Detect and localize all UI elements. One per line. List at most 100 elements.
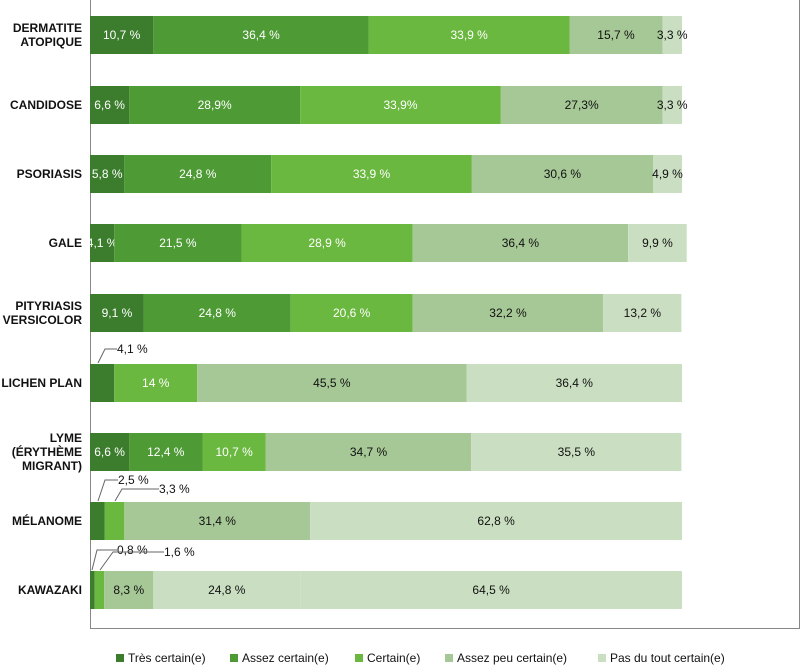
bar-segment-2 [271, 155, 472, 193]
data-label: 35,5 % [558, 445, 596, 459]
data-label: 31,4 % [199, 514, 237, 528]
data-label: 1,6 % [164, 545, 195, 559]
leader-line [91, 549, 117, 571]
data-label: 4,1 % [117, 342, 148, 356]
legend-swatch [355, 654, 363, 662]
bar-segment-3 [412, 294, 604, 332]
bar-segment-0 [90, 571, 95, 609]
bar-segment-1 [114, 224, 242, 262]
data-label: 3,3 % [657, 98, 688, 112]
bar-segment-1 [124, 155, 272, 193]
category-label: KAWAZAKI [18, 583, 82, 597]
bar-segment-4 [628, 224, 687, 262]
data-label: 6,6 % [94, 98, 125, 112]
bar-segment-0 [90, 224, 115, 262]
bar-segment-3 [104, 571, 154, 609]
bar-segment-2 [202, 433, 266, 471]
data-label: 45,5 % [313, 376, 351, 390]
bar-segment-2 [114, 364, 198, 402]
data-label: 24,8 % [199, 306, 237, 320]
bar-segment-4 [662, 86, 682, 124]
legend-swatch [445, 654, 453, 662]
data-label: 32,2 % [489, 306, 527, 320]
category-label: LYME (ÉRYTHÈME MIGRANT) [12, 431, 82, 473]
data-label: 20,6 % [333, 306, 371, 320]
legend-label: Assez peu certain(e) [457, 651, 567, 665]
bar-segment-1 [153, 16, 369, 54]
bar-segment-4 [310, 502, 682, 540]
data-label: 28,9% [198, 98, 232, 112]
data-label: 12,4 % [147, 445, 185, 459]
bar-segment-4 [603, 294, 682, 332]
data-label: 28,9 % [308, 236, 346, 250]
data-label: 34,7 % [350, 445, 388, 459]
bar-segment-3 [471, 155, 653, 193]
legend-label: Assez certain(e) [242, 651, 329, 665]
bar-segment-4 [471, 433, 682, 471]
bar-segment-0 [90, 294, 144, 332]
leader-line [114, 488, 159, 502]
data-label: 13,2 % [624, 306, 662, 320]
data-label: 0,8 % [117, 543, 148, 557]
bar-segment-2 [300, 86, 501, 124]
category-label: PSORIASIS [17, 167, 82, 181]
bar-segment-1 [129, 433, 203, 471]
bar-segment-4 [466, 364, 682, 402]
category-label: DERMATITE ATOPIQUE [13, 21, 82, 49]
data-label: 36,4 % [502, 236, 540, 250]
data-label: 3,3 % [159, 482, 190, 496]
data-label: 62,8 % [477, 514, 515, 528]
legend-swatch [230, 654, 238, 662]
legend-swatch [598, 654, 606, 662]
bar-segment-0 [90, 16, 154, 54]
data-label: 9,1 % [102, 306, 133, 320]
data-label: 24,8 % [208, 583, 246, 597]
legend-label: Certain(e) [367, 651, 420, 665]
bar-segment-0 [90, 155, 125, 193]
data-label: 64,5 % [472, 583, 510, 597]
category-label: CANDIDOSE [10, 98, 82, 112]
data-label: 3,3 % [657, 28, 688, 42]
bar-segment-4 [652, 155, 682, 193]
bar-segment-2 [104, 502, 125, 540]
leader-line [99, 551, 164, 571]
data-label: 33,9 % [353, 167, 391, 181]
bar-segment-4 [153, 571, 301, 609]
bar-segment-4 [662, 16, 682, 54]
data-label: 24,8 % [179, 167, 217, 181]
leader-line [97, 479, 118, 502]
data-label: 27,3% [565, 98, 599, 112]
data-label: 10,7 % [215, 445, 253, 459]
data-label: 33,9% [383, 98, 417, 112]
category-label: GALE [49, 236, 82, 250]
category-label: LICHEN PLAN [1, 376, 82, 390]
data-label: 33,9 % [450, 28, 488, 42]
bar-segment-0 [90, 364, 115, 402]
bar-segment-4 [300, 571, 682, 609]
data-label: 36,4 % [242, 28, 280, 42]
data-label: 21,5 % [159, 236, 197, 250]
data-label: 14 % [142, 376, 170, 390]
data-label: 36,4 % [556, 376, 594, 390]
bar-segment-0 [90, 86, 130, 124]
bar-segment-0 [90, 502, 105, 540]
legend-label: Pas du tout certain(e) [610, 651, 725, 665]
data-label: 4,9 % [652, 167, 683, 181]
data-label: 15,7 % [597, 28, 635, 42]
bar-segment-3 [124, 502, 311, 540]
legend-label: Très certain(e) [128, 651, 206, 665]
data-label: 8,3 % [113, 583, 144, 597]
data-label: 5,8 % [92, 167, 123, 181]
bar-segment-3 [197, 364, 467, 402]
bar-segment-3 [500, 86, 663, 124]
bar-segment-2 [94, 571, 105, 609]
data-label: 6,6 % [94, 445, 125, 459]
category-label: PITYRIASIS VERSICOLOR [3, 299, 83, 327]
bar-segment-2 [368, 16, 570, 54]
bar-segment-0 [90, 433, 130, 471]
bar-segment-3 [569, 16, 663, 54]
data-label: 2,5 % [118, 473, 149, 487]
bar-segment-1 [143, 294, 291, 332]
data-label: 30,6 % [544, 167, 582, 181]
